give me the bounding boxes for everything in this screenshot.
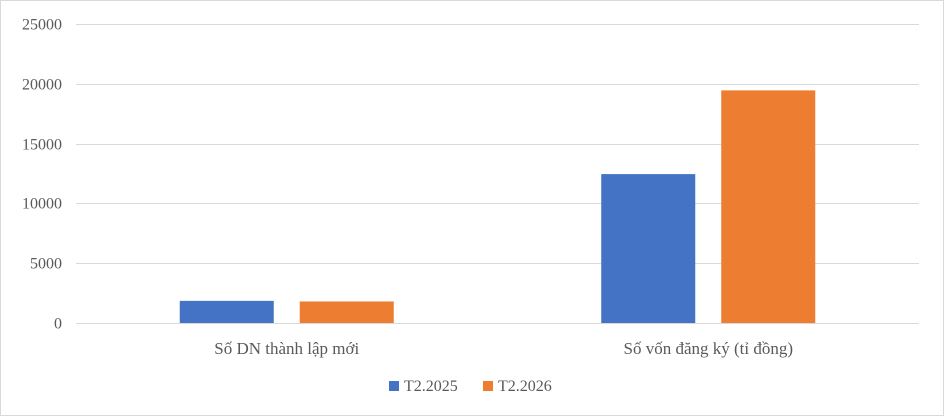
x-category-label: Số DN thành lập mới	[214, 339, 359, 358]
bars	[179, 90, 816, 324]
x-axis: Số DN thành lập mới Số vốn đăng ký (tỉ đồ…	[76, 323, 919, 358]
legend-swatch	[389, 381, 399, 391]
x-category-label: Số vốn đăng ký (tỉ đồng)	[623, 339, 793, 358]
y-axis-tick-labels: 0 5000 10000 15000 20000 25000	[22, 17, 62, 333]
y-tick-label: 10000	[22, 196, 62, 213]
bar-t2-2025-0	[179, 300, 274, 323]
y-tick-label: 15000	[22, 137, 62, 154]
legend-swatch	[483, 381, 493, 391]
y-tick-label: 25000	[22, 17, 62, 34]
legend: T2.2025 T2.2026	[389, 378, 552, 395]
legend-label: T2.2025	[404, 378, 458, 395]
bar-t2-2026-0	[299, 301, 394, 323]
y-tick-label: 20000	[22, 77, 62, 94]
y-tick-label: 5000	[30, 256, 62, 273]
legend-label: T2.2026	[498, 378, 552, 395]
bar-t2-2025-1	[601, 174, 696, 323]
bar-t2-2026-1	[721, 90, 816, 324]
y-tick-label: 0	[54, 316, 62, 333]
